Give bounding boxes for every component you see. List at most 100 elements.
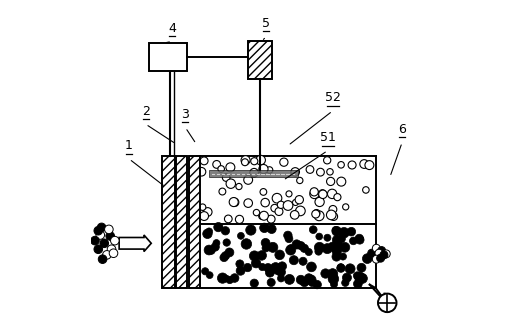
Text: 51: 51 [320, 131, 336, 144]
Circle shape [321, 269, 330, 278]
Circle shape [382, 250, 390, 258]
Circle shape [280, 158, 288, 166]
Circle shape [241, 156, 250, 165]
Circle shape [236, 266, 245, 275]
Circle shape [326, 210, 336, 220]
Circle shape [259, 263, 266, 271]
Circle shape [211, 243, 220, 251]
Circle shape [257, 251, 266, 260]
Circle shape [377, 254, 385, 262]
Circle shape [225, 248, 234, 257]
Circle shape [328, 274, 339, 284]
Circle shape [268, 242, 278, 252]
Circle shape [315, 197, 324, 207]
Circle shape [327, 177, 334, 185]
Bar [162, 156, 175, 288]
Circle shape [329, 206, 337, 213]
Circle shape [200, 204, 206, 211]
Circle shape [332, 252, 341, 261]
Bar [197, 156, 376, 288]
Circle shape [316, 233, 323, 240]
Circle shape [291, 168, 300, 176]
Circle shape [353, 272, 361, 280]
Circle shape [345, 264, 355, 274]
Circle shape [357, 263, 366, 272]
Circle shape [347, 227, 356, 236]
Circle shape [283, 201, 293, 210]
Circle shape [292, 199, 299, 206]
Circle shape [292, 240, 301, 249]
Circle shape [340, 253, 346, 260]
Circle shape [223, 239, 230, 246]
Circle shape [206, 272, 213, 279]
Circle shape [332, 226, 342, 236]
Circle shape [200, 157, 208, 165]
Circle shape [378, 247, 386, 255]
Circle shape [329, 273, 338, 282]
Circle shape [204, 245, 214, 255]
Circle shape [278, 275, 285, 282]
Circle shape [332, 246, 342, 256]
Circle shape [238, 232, 244, 239]
Circle shape [267, 278, 275, 287]
Circle shape [315, 248, 322, 255]
Circle shape [310, 189, 319, 199]
Circle shape [202, 268, 209, 275]
Circle shape [334, 194, 341, 201]
Text: 1: 1 [125, 139, 133, 152]
Circle shape [356, 275, 363, 282]
Circle shape [266, 167, 273, 173]
Circle shape [251, 158, 258, 165]
Circle shape [242, 159, 248, 166]
Circle shape [214, 222, 223, 232]
Circle shape [306, 275, 316, 285]
Circle shape [306, 166, 314, 173]
Circle shape [275, 250, 285, 260]
Circle shape [105, 225, 113, 234]
Circle shape [261, 238, 270, 247]
Circle shape [362, 254, 372, 263]
Circle shape [372, 244, 380, 252]
Circle shape [97, 223, 106, 232]
Circle shape [260, 223, 269, 233]
Circle shape [297, 177, 303, 184]
Circle shape [327, 189, 337, 199]
Circle shape [358, 273, 367, 283]
Text: 6: 6 [398, 123, 406, 136]
Circle shape [260, 189, 267, 195]
Circle shape [297, 275, 305, 284]
Circle shape [297, 242, 305, 250]
Circle shape [267, 215, 275, 223]
Circle shape [360, 160, 368, 168]
Circle shape [213, 240, 220, 247]
Bar [197, 156, 376, 224]
Circle shape [265, 268, 274, 277]
Circle shape [96, 231, 105, 239]
Circle shape [305, 276, 312, 283]
Circle shape [230, 274, 239, 282]
Circle shape [275, 208, 283, 215]
Circle shape [304, 274, 313, 283]
Circle shape [332, 226, 340, 234]
Circle shape [94, 226, 103, 235]
Circle shape [226, 179, 235, 188]
Circle shape [289, 256, 299, 265]
Circle shape [356, 236, 364, 244]
Circle shape [220, 253, 228, 261]
Circle shape [330, 213, 338, 220]
Circle shape [249, 251, 260, 261]
Circle shape [338, 162, 344, 168]
Circle shape [208, 247, 215, 254]
Circle shape [226, 276, 233, 284]
Circle shape [225, 215, 232, 223]
Circle shape [337, 264, 345, 272]
Circle shape [109, 249, 118, 258]
Circle shape [226, 163, 235, 172]
Circle shape [250, 168, 259, 177]
Circle shape [274, 267, 282, 275]
Circle shape [236, 260, 244, 268]
Circle shape [222, 174, 230, 181]
Circle shape [213, 161, 221, 168]
Circle shape [313, 280, 322, 289]
Circle shape [251, 259, 261, 268]
